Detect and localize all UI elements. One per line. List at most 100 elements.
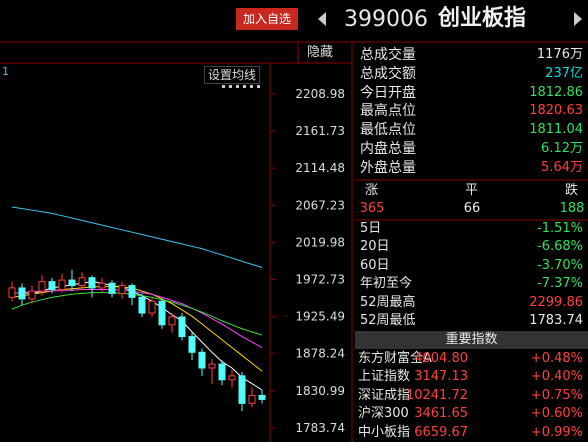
breadth-value: 66 (463, 201, 481, 216)
candle-body (158, 300, 166, 326)
candle-body (98, 282, 106, 289)
quote-value: 1811.04 (529, 122, 583, 138)
quote-label: 外盘总量 (360, 159, 416, 176)
y-tick-label: 1878.24 (295, 347, 345, 361)
ma-dots (222, 85, 260, 88)
period-value: -3.70% (537, 257, 583, 273)
plot: 2208.98 2161.73 2114.48 2067.23 2019.98 1972.… (8, 87, 345, 435)
candle-body (218, 363, 226, 381)
index-price: 3461.65 (414, 406, 468, 422)
period-label: 60日 (360, 257, 390, 273)
y-tick-label: 1925.49 (295, 310, 345, 324)
quote-value: 1820.63 (529, 103, 583, 119)
period-label: 5日 (360, 221, 382, 236)
period-label: 52周最低 (360, 313, 416, 328)
candle-body (148, 300, 156, 314)
next-arrow[interactable] (574, 12, 582, 26)
breadth-label: 跌 (565, 183, 579, 198)
candle-body (28, 290, 36, 300)
y-tick-label: 1783.74 (295, 421, 345, 435)
add-watchlist-button[interactable]: 加入自选 (236, 8, 298, 30)
index-price: 10241.72 (405, 387, 468, 403)
candle-body (48, 281, 56, 290)
hide-button[interactable]: 隐藏 (307, 45, 334, 60)
stock-name: 创业板指 (438, 6, 527, 31)
breadth-value: 365 (359, 201, 385, 216)
candle-body (138, 296, 146, 314)
ma-line (11, 206, 263, 268)
candle-body (128, 285, 136, 298)
ma-line (11, 288, 263, 349)
index-title: 重要指数 (445, 332, 498, 347)
period-value: 1783.74 (529, 313, 583, 328)
period-label: 52周最高 (360, 294, 416, 310)
candle-body (188, 336, 196, 353)
index-price: 3147.13 (414, 369, 468, 385)
index-name: 东方财富全A (358, 351, 432, 366)
ma-settings-button[interactable]: 设置均线 (204, 66, 261, 84)
candle-body (248, 394, 256, 404)
y-tick-label: 2114.48 (295, 161, 345, 175)
y-tick-label: 2208.98 (295, 87, 345, 101)
candle-body (168, 316, 176, 326)
candle-body (38, 281, 46, 292)
breadth-label: 平 (465, 183, 479, 198)
quote-value: 6.12万 (541, 141, 583, 156)
period-label: 20日 (360, 239, 390, 255)
period-value: -6.68% (537, 239, 583, 255)
stock-code: 399006 (344, 7, 428, 32)
index-header-bg (355, 331, 588, 349)
period-value: -7.37% (537, 276, 583, 292)
prev-arrow[interactable] (318, 12, 326, 26)
index-name: 中小板指 (358, 424, 411, 440)
quote-value: 237亿 (545, 65, 583, 81)
ma-line (11, 285, 263, 372)
y-tick-label: 2067.23 (295, 198, 345, 212)
candle-body (8, 287, 16, 298)
quote-value: 5.64万 (541, 159, 583, 175)
candle-body (198, 351, 206, 369)
candle-body (178, 316, 186, 338)
ma-line (11, 292, 263, 336)
index-name: 深证成指 (358, 387, 411, 403)
quote-label: 最高点位 (360, 103, 416, 120)
index-price: 4004.80 (414, 351, 468, 366)
quote-value: 1176万 (536, 47, 583, 62)
index-change: +0.60% (530, 406, 583, 422)
candle-body (258, 394, 266, 400)
period-value: -1.51% (537, 221, 583, 236)
candle-body (108, 282, 116, 294)
candle-body (18, 287, 26, 300)
period-label: 1 (2, 65, 9, 78)
index-name: 沪深300 (358, 406, 409, 422)
candle-body (78, 277, 86, 287)
breadth-value: 188 (559, 201, 585, 216)
quote-label: 总成交额 (360, 65, 416, 82)
y-tick-label: 2161.73 (295, 124, 345, 138)
index-change: +0.48% (530, 351, 583, 366)
candle-body (228, 375, 236, 381)
y-tick-label: 1972.73 (295, 272, 345, 286)
breadth-label: 涨 (365, 183, 379, 198)
quote-label: 内盘总量 (360, 141, 416, 157)
index-change: +0.99% (530, 424, 583, 440)
index-price: 6659.67 (414, 424, 468, 440)
index-change: +0.40% (530, 369, 583, 385)
candle-body (88, 277, 96, 289)
quote-label: 最低点位 (360, 122, 416, 139)
quote-value: 1812.86 (529, 84, 583, 100)
y-tick-label: 2019.98 (295, 235, 345, 249)
period-value: 2299.86 (529, 294, 583, 310)
candle-body (208, 363, 216, 369)
y-tick-label: 1830.99 (295, 384, 345, 398)
candle-body (118, 285, 126, 294)
candle-body (58, 279, 66, 290)
candle-body (68, 279, 76, 287)
candle-body (238, 375, 246, 404)
quote-label: 今日开盘 (360, 84, 416, 101)
index-name: 上证指数 (358, 369, 411, 385)
index-change: +0.75% (530, 387, 583, 403)
quote-label: 总成交量 (360, 47, 416, 63)
